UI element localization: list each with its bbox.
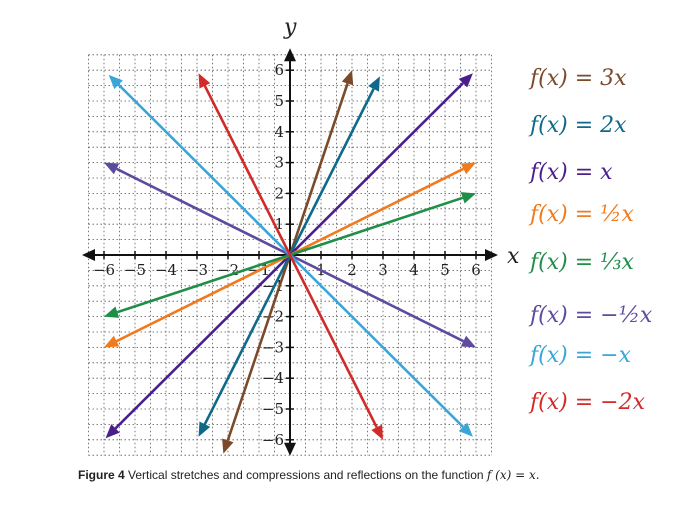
- legend-item: f(x) = ⅓x: [530, 250, 634, 275]
- y-tick-label: −4: [262, 369, 284, 387]
- y-tick-label: −5: [262, 400, 284, 418]
- y-axis-label: y: [283, 15, 297, 40]
- series-arrowhead: [460, 335, 476, 348]
- legend-item: f(x) = x: [530, 160, 613, 185]
- y-axis-arrow-down: [284, 442, 296, 456]
- series-arrowhead: [341, 70, 354, 86]
- figure-caption: Figure 4 Vertical stretches and compress…: [78, 468, 540, 482]
- legend-item: f(x) = −x: [530, 343, 631, 368]
- series-arrowhead: [368, 76, 380, 92]
- series-arrowhead: [104, 306, 120, 318]
- series-arrowhead: [104, 162, 120, 175]
- x-axis-arrow-left: [82, 249, 95, 261]
- x-tick-label: 5: [440, 261, 450, 279]
- y-tick-label: 3: [274, 154, 284, 172]
- x-tick-label: 4: [409, 261, 419, 279]
- legend-item: f(x) = 2x: [530, 113, 627, 138]
- series-arrowhead: [198, 421, 211, 437]
- y-tick-label: 2: [274, 184, 284, 202]
- series-arrowhead: [460, 162, 476, 175]
- x-axis-label: x: [507, 244, 520, 269]
- series-arrowhead: [458, 422, 473, 437]
- y-tick-label: −3: [262, 338, 284, 356]
- y-tick-label: −2: [262, 308, 284, 326]
- y-tick-label: −6: [262, 431, 284, 449]
- caption-formula: f (x) = x.: [486, 468, 540, 482]
- x-tick-label: −5: [124, 261, 146, 279]
- series-segment: [203, 85, 378, 428]
- series-lines: [104, 70, 476, 454]
- legend-item: f(x) = −2x: [530, 390, 645, 415]
- y-tick-label: 4: [274, 123, 284, 141]
- x-tick-label: −6: [93, 261, 115, 279]
- series-line: [198, 73, 383, 440]
- legend-item: f(x) = 3x: [530, 66, 627, 91]
- series-arrowhead: [198, 73, 211, 89]
- series-arrowhead: [108, 74, 123, 89]
- y-tick-label: 1: [274, 215, 284, 233]
- x-axis-arrow-right: [485, 249, 498, 261]
- y-tick-label: 5: [274, 92, 284, 110]
- series-arrowhead: [104, 335, 120, 348]
- legend-item: f(x) = ½x: [530, 202, 634, 227]
- caption-text: Vertical stretches and compressions and …: [124, 468, 487, 482]
- legend-item: f(x) = −½x: [530, 303, 653, 328]
- caption-label: Figure 4: [78, 468, 125, 482]
- y-tick-label: 6: [274, 61, 284, 79]
- series-arrowhead: [460, 192, 476, 204]
- series-arrowhead: [458, 73, 473, 88]
- x-tick-label: 2: [347, 261, 357, 279]
- series-arrowhead: [105, 424, 120, 439]
- y-axis-arrow-up: [284, 48, 296, 62]
- x-tick-label: 3: [378, 261, 388, 279]
- x-tick-label: 6: [471, 261, 481, 279]
- x-tick-label: −3: [186, 261, 208, 279]
- series-arrowhead: [371, 424, 383, 440]
- x-tick-label: −4: [155, 261, 177, 279]
- series-arrowhead: [222, 438, 234, 454]
